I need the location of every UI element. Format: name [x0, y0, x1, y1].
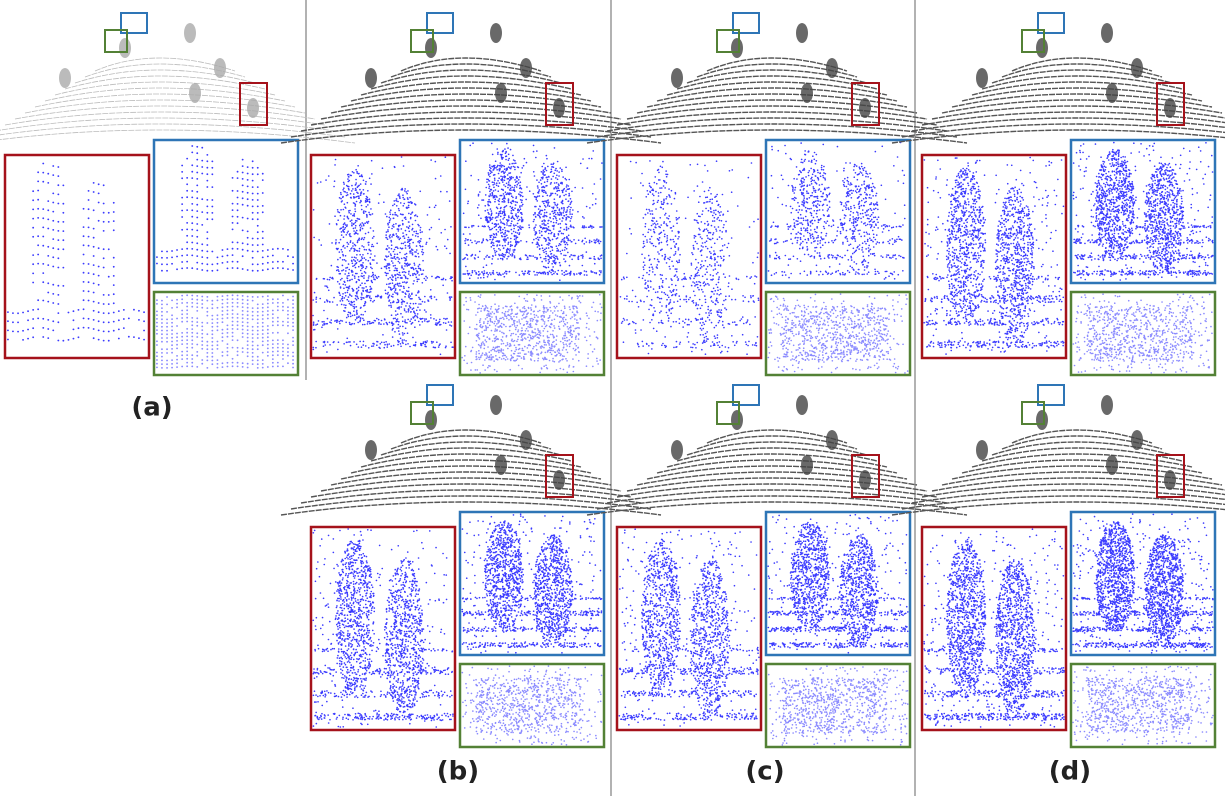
point-cloud: [462, 514, 601, 653]
point-cloud: [769, 666, 908, 745]
point-cloud: [924, 158, 1064, 355]
zoom-box: [1071, 292, 1215, 375]
scene-object: [495, 455, 507, 475]
zoom-box: [766, 140, 910, 283]
scene-object: [214, 58, 226, 78]
scene-object: [490, 395, 502, 415]
scene-object: [826, 430, 838, 450]
zoom-box: [154, 292, 298, 375]
scene-object: [59, 68, 71, 88]
zoom-box: [766, 512, 910, 655]
zoom-box: [5, 155, 149, 358]
panel-label: (d): [1049, 757, 1091, 787]
point-cloud: [1073, 667, 1213, 745]
scene-object: [520, 58, 532, 78]
point-cloud: [768, 515, 908, 653]
scene-object: [1131, 430, 1143, 450]
zoom-box: [311, 527, 455, 730]
scene-object: [553, 98, 565, 118]
zoom-box: [922, 527, 1066, 730]
panel-label: (b): [437, 757, 479, 787]
scene-object: [1106, 455, 1118, 475]
zoom-box: [460, 512, 604, 655]
point-cloud: [1073, 294, 1212, 373]
scene-object: [859, 98, 871, 118]
point-cloud: [157, 146, 293, 271]
scene-object: [184, 23, 196, 43]
zoom-box: [922, 155, 1066, 358]
scene-rings: [587, 58, 967, 143]
point-cloud: [619, 529, 759, 726]
scene-object: [520, 430, 532, 450]
scene-object: [189, 83, 201, 103]
panel-label: (c): [745, 757, 784, 787]
scene-object: [1101, 395, 1113, 415]
scene-object: [425, 38, 437, 58]
zoom-box: [154, 140, 298, 283]
zoom-box: [311, 155, 455, 358]
scene-object: [671, 440, 683, 460]
scene-object: [365, 68, 377, 88]
scene-object: [495, 83, 507, 103]
scene-object: [859, 470, 871, 490]
zoom-box: [617, 155, 761, 358]
figure: (a) (b) (c) (d): [0, 0, 1225, 796]
scene-object: [1106, 83, 1118, 103]
scene-object: [1164, 98, 1176, 118]
point-cloud: [313, 529, 453, 727]
scene-object: [425, 410, 437, 430]
scene-object: [247, 98, 259, 118]
scene-object: [365, 440, 377, 460]
zoom-box: [766, 664, 910, 747]
scene-rings: [587, 430, 967, 515]
scene-object: [1036, 38, 1048, 58]
scene-object: [731, 410, 743, 430]
scene-object: [671, 68, 683, 88]
scene-object: [796, 395, 808, 415]
scene-object: [801, 455, 813, 475]
scene-object: [119, 38, 131, 58]
scene-object: [1131, 58, 1143, 78]
scene-object: [1164, 470, 1176, 490]
point-cloud: [620, 161, 758, 354]
zoom-box: [766, 292, 910, 375]
scene-object: [976, 68, 988, 88]
scene-rings: [281, 58, 661, 143]
point-cloud: [1073, 143, 1213, 280]
panel-label: (a): [131, 393, 172, 423]
point-cloud: [768, 143, 904, 280]
scene-rings: [281, 430, 661, 515]
point-cloud: [8, 164, 144, 341]
point-cloud: [313, 157, 453, 354]
point-cloud: [768, 294, 907, 373]
point-cloud: [462, 295, 602, 373]
scene-object: [1101, 23, 1113, 43]
point-cloud: [924, 529, 1064, 727]
scene-object: [826, 58, 838, 78]
zoom-box: [460, 140, 604, 283]
scene-object: [976, 440, 988, 460]
scene-object: [796, 23, 808, 43]
scene-object: [553, 470, 565, 490]
scene-object: [490, 23, 502, 43]
scene-object: [731, 38, 743, 58]
scene-object: [1036, 410, 1048, 430]
point-cloud: [157, 295, 293, 368]
scene-object: [801, 83, 813, 103]
point-cloud: [463, 143, 602, 280]
point-cloud: [1073, 514, 1213, 653]
point-cloud: [462, 666, 601, 745]
